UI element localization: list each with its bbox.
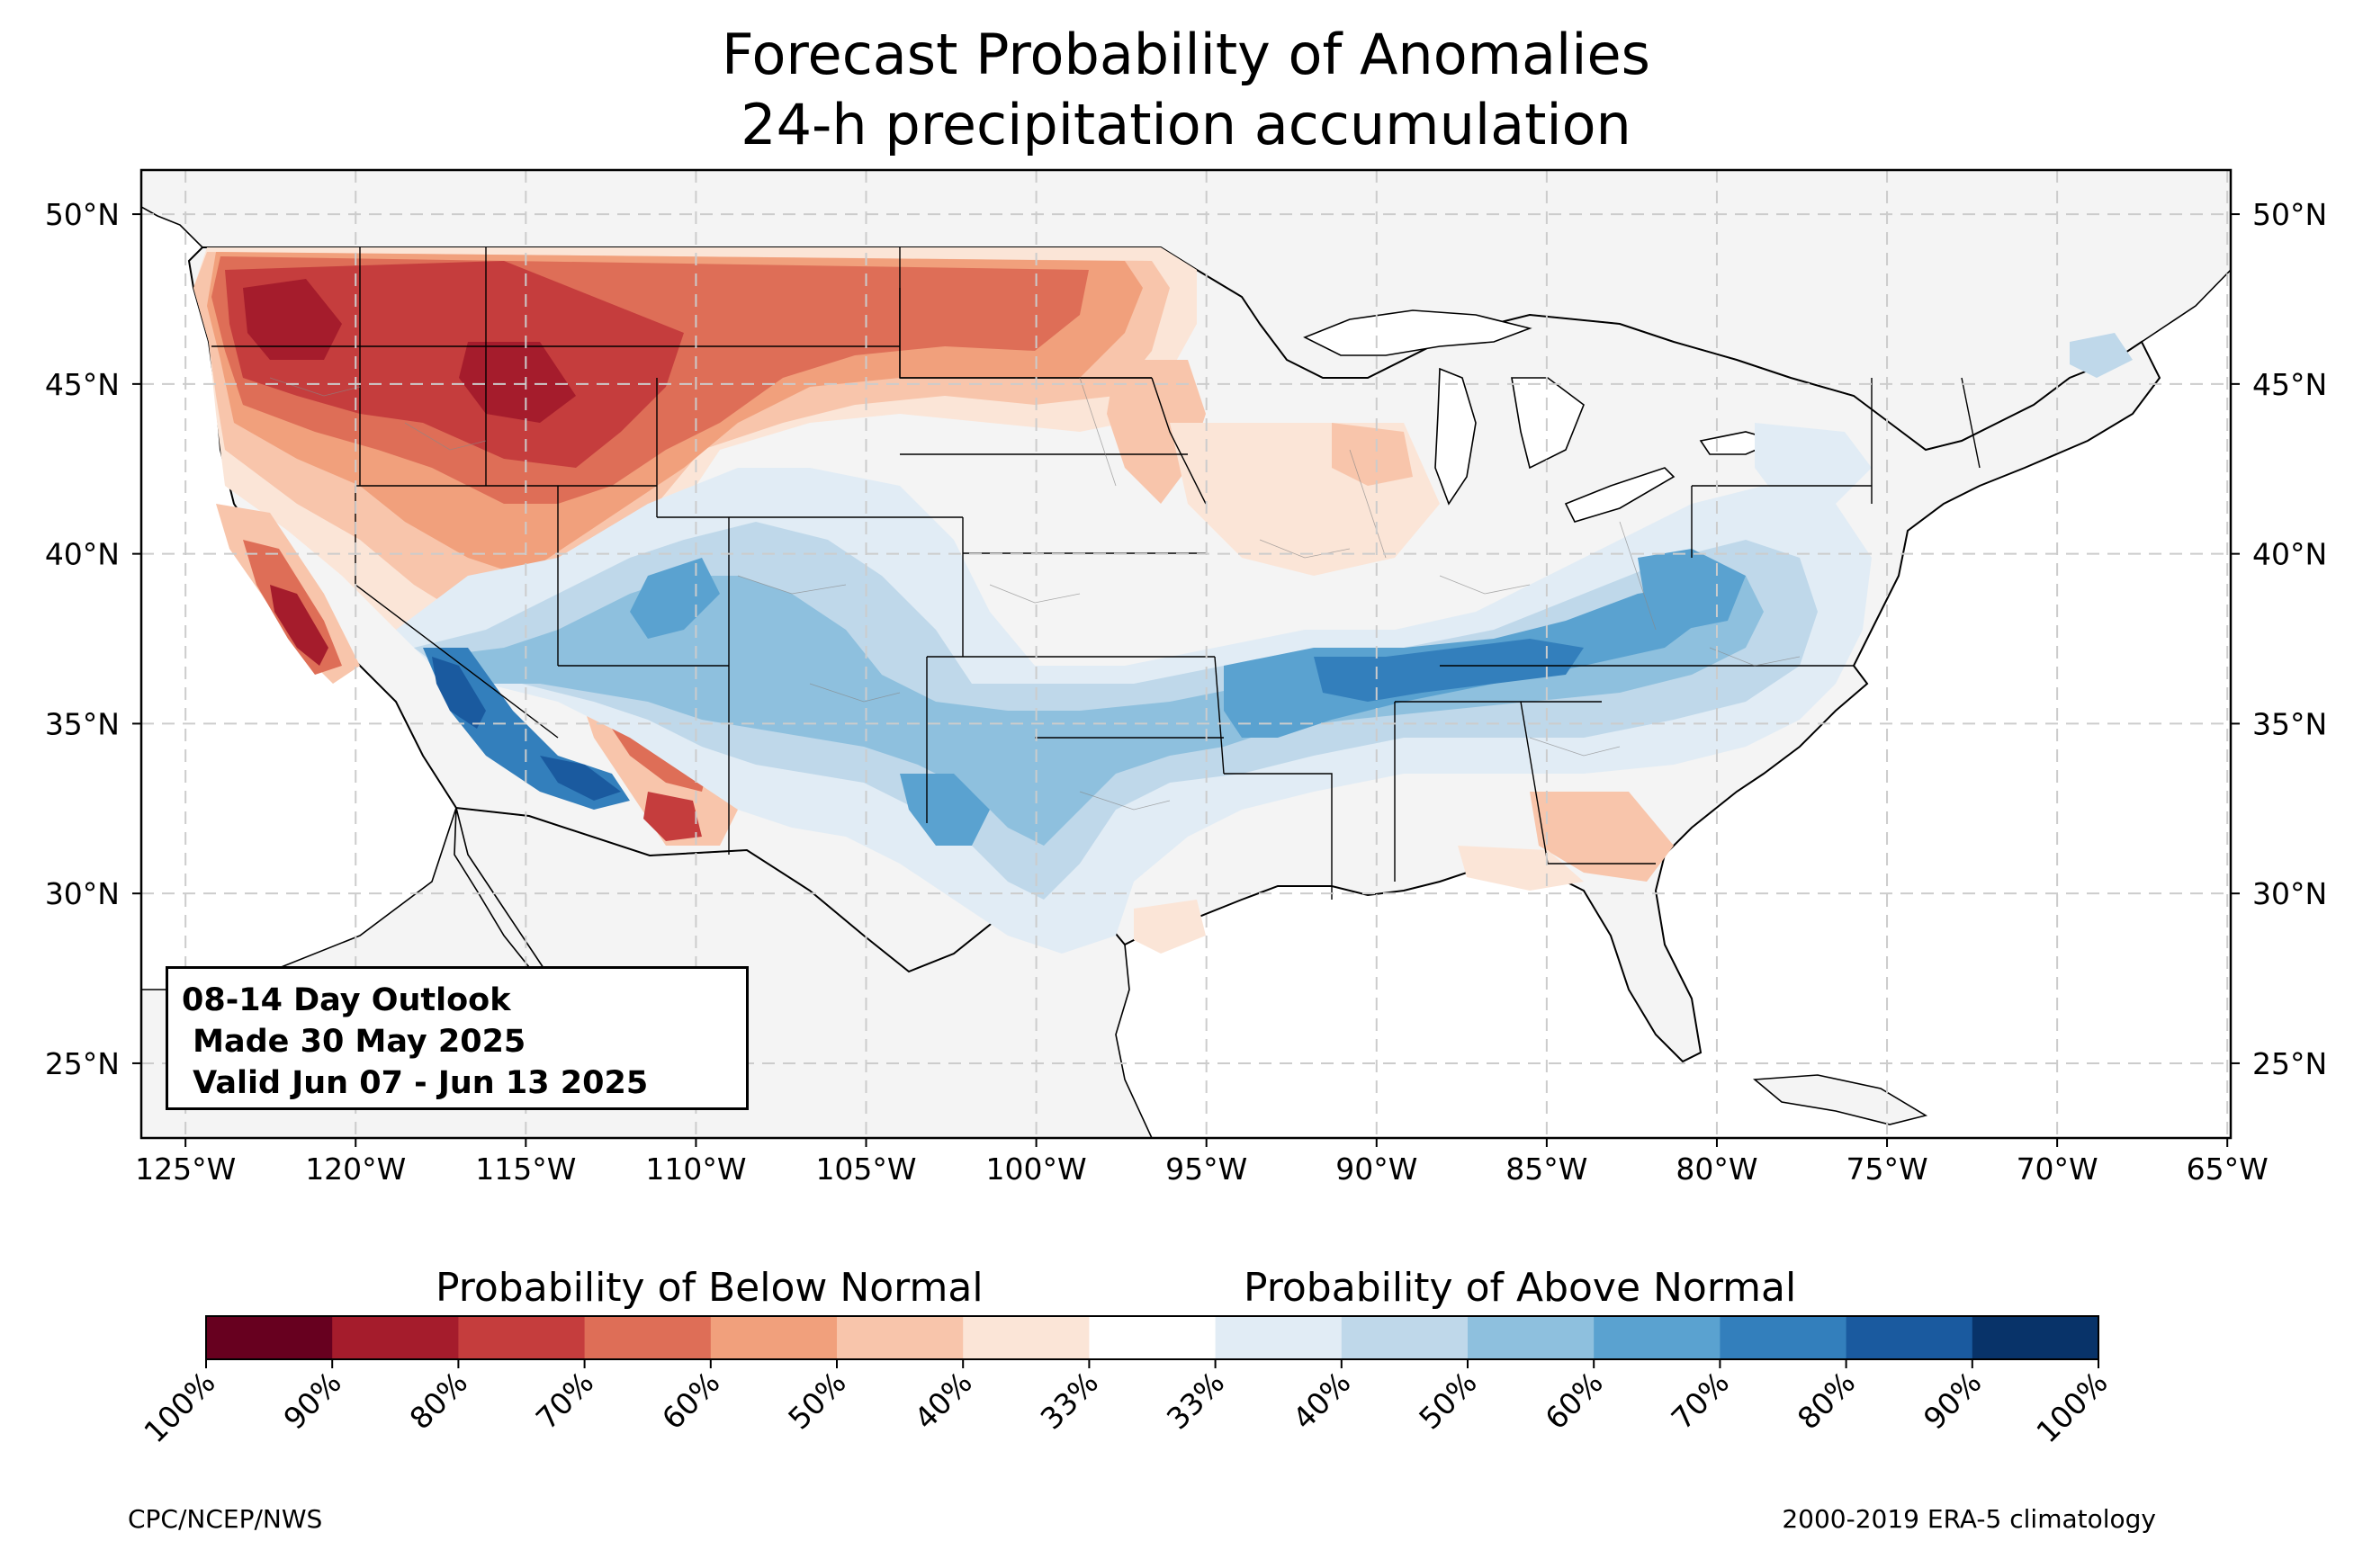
colorbar-swatch <box>206 1316 333 1359</box>
lat-tick-label-right: 30°N <box>2252 876 2327 911</box>
colorbar-tick-label: 80% <box>1791 1365 1862 1436</box>
colorbar-below-heading: Probability of Below Normal <box>436 1265 984 1311</box>
lat-tick-label-left: 25°N <box>45 1046 120 1081</box>
above-maine-40 <box>2070 333 2133 378</box>
colorbar-tick-label: 40% <box>1286 1365 1357 1436</box>
colorbar-tick-label: 50% <box>1412 1365 1483 1436</box>
colorbar-swatch <box>1720 1316 1847 1359</box>
colorbar-tick-label: 70% <box>1665 1365 1736 1436</box>
colorbar-swatch <box>1468 1316 1595 1359</box>
axis-ticks <box>132 213 2240 1147</box>
colorbar-tick-label: 70% <box>529 1365 600 1436</box>
map-title: Forecast Probability of Anomalies 24-h p… <box>0 20 2372 160</box>
above-70-virginia <box>1638 549 1746 630</box>
footer-source: CPC/NCEP/NWS <box>128 1504 323 1534</box>
lon-tick-label: 95°W <box>1165 1151 1247 1187</box>
colorbar-tick-labels: 100% 90% 80% 70% 60% 50% 40% 33% 33% 40% 50% 60% 70%… <box>137 1365 2114 1449</box>
colorbar-swatch <box>963 1316 1090 1359</box>
lon-tick-label: 105°W <box>815 1151 916 1187</box>
lake-michigan <box>1434 367 1477 506</box>
lake-superior <box>1303 309 1532 356</box>
below-90-washington <box>243 279 342 360</box>
below-southeast-40 <box>1530 792 1674 882</box>
title-line-2: 24-h precipitation accumulation <box>741 92 1631 157</box>
colorbar-swatch <box>1846 1316 1973 1359</box>
outlook-line-1: 08-14 Day Outlook <box>182 982 511 1018</box>
colorbar-tick-label: 40% <box>907 1365 978 1436</box>
lat-tick-label-right: 25°N <box>2252 1046 2327 1081</box>
lon-tick-label: 75°W <box>1846 1151 1927 1187</box>
lon-tick-label: 85°W <box>1505 1151 1587 1187</box>
lon-tick-label: 125°W <box>135 1151 236 1187</box>
outlook-line-2: Made 30 May 2025 <box>182 1024 526 1060</box>
colorbar-swatch <box>710 1316 838 1359</box>
lon-tick-label: 100°W <box>986 1151 1087 1187</box>
axis-labels: 125°W 120°W 115°W 110°W 105°W 100°W 95°W 90°W 85… <box>45 197 2327 1187</box>
outlook-info-box: 08-14 Day Outlook Made 30 May 2025 Valid… <box>166 966 749 1110</box>
below-texas-coast <box>1134 900 1206 954</box>
colorbar-frame <box>205 1315 2099 1360</box>
colorbar-tick-label: 100% <box>137 1365 221 1449</box>
lat-tick-label-left: 50°N <box>45 197 120 232</box>
colorbar-tick-label: 33% <box>1160 1365 1231 1436</box>
above-70-colorado <box>630 558 720 639</box>
colorbar-tick-label: 50% <box>781 1365 852 1436</box>
lat-tick-label-left: 30°N <box>45 876 120 911</box>
below-southeast-30 <box>1458 846 1584 891</box>
below-80-northwest <box>225 261 684 468</box>
footer-climatology: 2000-2019 ERA-5 climatology <box>1782 1504 2156 1534</box>
below-new-mexico-70 <box>643 792 702 841</box>
map-frame <box>139 168 2233 1140</box>
lon-tick-label: 120°W <box>305 1151 406 1187</box>
colorbar-tick-label: 90% <box>1917 1365 1988 1436</box>
lon-tick-label: 110°W <box>645 1151 746 1187</box>
lat-tick-label-left: 45°N <box>45 367 120 402</box>
gridlines <box>141 170 2231 1138</box>
colorbar-above-heading: Probability of Above Normal <box>1244 1265 1797 1311</box>
colorbar-swatch <box>332 1316 459 1359</box>
colorbar-swatch <box>1972 1316 2099 1359</box>
above-70-texas <box>900 774 990 846</box>
above-normal-field <box>396 333 2133 954</box>
lat-tick-label-left: 35°N <box>45 706 120 741</box>
lon-tick-label: 90°W <box>1335 1151 1417 1187</box>
colorbar-tick-label: 80% <box>403 1365 474 1436</box>
colorbar <box>205 1315 2099 1368</box>
colorbar-tick-label: 60% <box>1538 1365 1609 1436</box>
colorbar-tick-label: 33% <box>1034 1365 1105 1436</box>
lat-tick-label-right: 45°N <box>2252 367 2327 402</box>
title-line-1: Forecast Probability of Anomalies <box>722 22 1650 87</box>
lake-huron <box>1511 377 1585 470</box>
colorbar-swatch <box>837 1316 964 1359</box>
colorbar-swatch <box>458 1316 586 1359</box>
above-90-nevada <box>432 657 486 729</box>
lon-tick-label: 65°W <box>2187 1151 2269 1187</box>
lat-tick-label-right: 35°N <box>2252 706 2327 741</box>
colorbar-tick-label: 100% <box>2029 1365 2114 1449</box>
lat-tick-label-right: 50°N <box>2252 197 2327 232</box>
lat-tick-label-right: 40°N <box>2252 537 2327 572</box>
colorbar-swatch <box>1215 1316 1343 1359</box>
lake-erie <box>1564 467 1676 523</box>
colorbar-swatch <box>584 1316 712 1359</box>
above-80-tennessee <box>1314 639 1584 702</box>
above-60-central <box>432 576 1764 846</box>
below-california-80 <box>270 585 328 666</box>
colorbar-swatch <box>1594 1316 1721 1359</box>
lon-tick-label: 70°W <box>2017 1151 2098 1187</box>
colorbar-tick-label: 60% <box>655 1365 726 1436</box>
above-90-arizona <box>540 756 621 801</box>
cuba-land <box>1752 1074 1928 1125</box>
outlook-line-3: Valid Jun 07 - Jun 13 2025 <box>182 1065 649 1101</box>
below-wisconsin-50 <box>1332 423 1413 486</box>
lon-tick-label: 80°W <box>1676 1151 1757 1187</box>
colorbar-tick-label: 90% <box>276 1365 347 1436</box>
colorbar-swatch <box>1089 1316 1217 1359</box>
colorbar-swatch <box>1341 1316 1469 1359</box>
lon-tick-label: 115°W <box>475 1151 576 1187</box>
above-northeast-30 <box>1755 423 1872 504</box>
lat-tick-label-left: 40°N <box>45 537 120 572</box>
below-90-idaho <box>459 342 576 423</box>
